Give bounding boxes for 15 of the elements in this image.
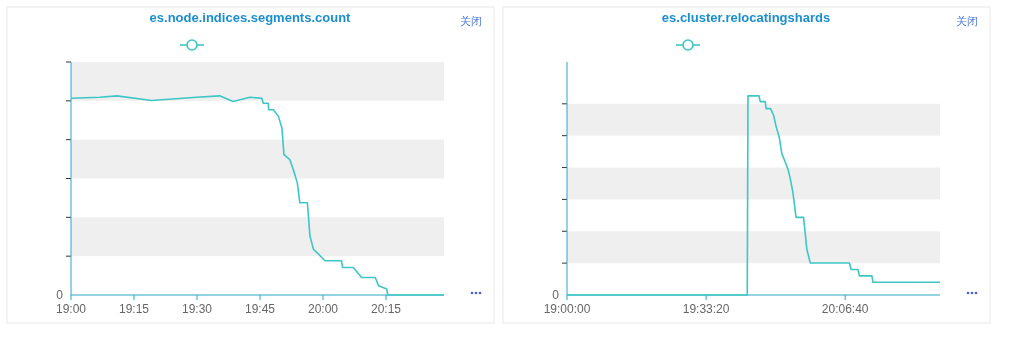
- chart-title: es.node.indices.segments.count: [149, 10, 352, 25]
- x-tick-label: 19:45: [245, 302, 276, 316]
- text: 关闭: [956, 15, 978, 27]
- chart-title: es.cluster.relocatingshards: [661, 10, 831, 25]
- x-tick-label: 20:00: [308, 302, 339, 316]
- x-tick-label: 19:15: [118, 302, 150, 316]
- text: 0: [56, 288, 64, 302]
- text: 关闭: [460, 15, 482, 27]
- x-tick-label: 19:00:00: [543, 302, 591, 316]
- x-tick-label: 19:30: [182, 302, 213, 316]
- x-tick-label: 19:00: [55, 302, 87, 316]
- x-tick-label: 20:06:40: [821, 302, 869, 316]
- x-tick-label: 19:33:20: [682, 302, 730, 316]
- x-tick-label: 20:15: [371, 302, 402, 316]
- text: 0: [552, 288, 560, 302]
